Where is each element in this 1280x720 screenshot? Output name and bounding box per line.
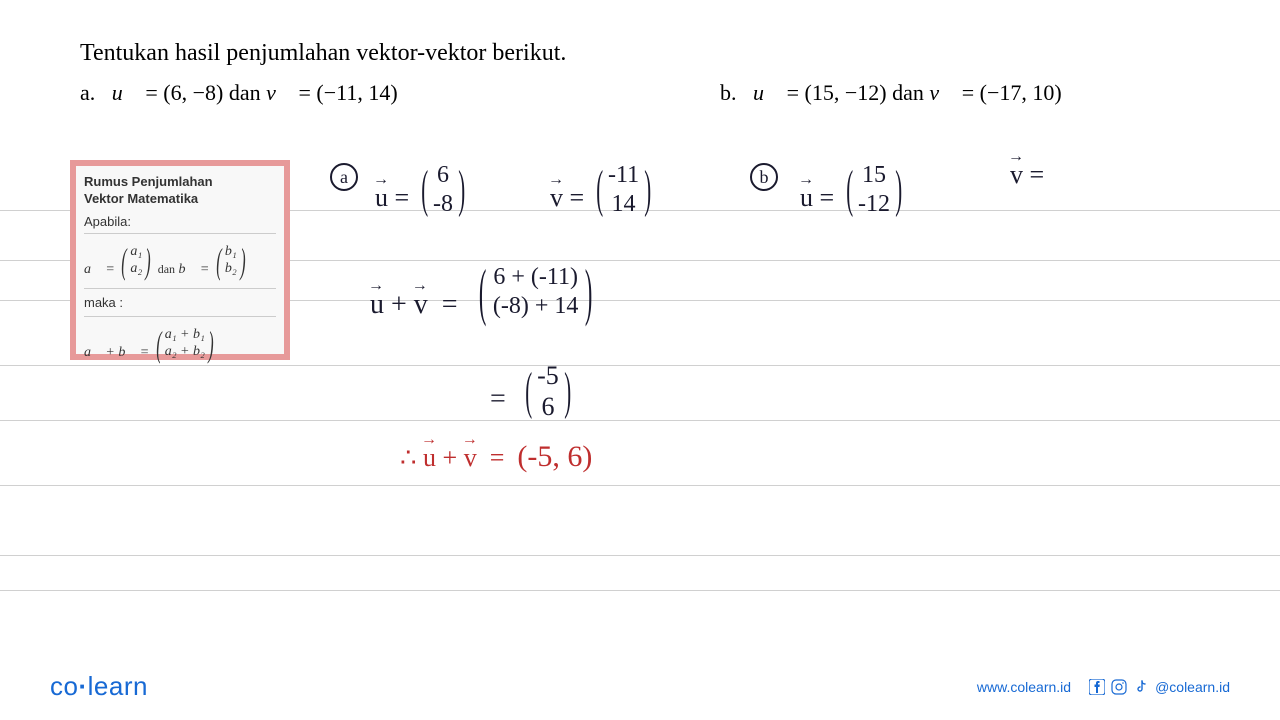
formula-sum: a⃗ + b⃗ = (a₁ + b₁a₂ + b₂) (84, 316, 276, 371)
hw-therefore-a: ∴ u→ + v→ = (-5, 6) (400, 440, 592, 474)
notebook-line (0, 420, 1280, 421)
notebook-line (0, 555, 1280, 556)
formula-box: Rumus Penjumlahan Vektor Matematika Apab… (70, 160, 290, 360)
social-icons: @colearn.id (1089, 679, 1230, 695)
logo: co·learn (50, 671, 148, 702)
footer-url: www.colearn.id (977, 679, 1071, 695)
hw-u-eq-b: u→ = (15-12) (800, 160, 907, 219)
problem-part-a: a. u⃗ = (6, −8) dan v⃗ = (−11, 14) (80, 80, 398, 106)
formula-vec-def: a⃗ = (a₁a₂) dan b⃗ = (b₁b₂) (84, 233, 276, 288)
formula-subtitle: Vektor Matematika (84, 191, 276, 206)
facebook-icon (1089, 679, 1105, 695)
part-b-label: b. (720, 80, 737, 105)
problem-part-b: b. u⃗ = (15, −12) dan v⃗ = (−17, 10) (720, 80, 1062, 106)
notebook-line (0, 485, 1280, 486)
problem-title: Tentukan hasil penjumlahan vektor-vektor… (80, 40, 566, 67)
formula-maka: maka : (84, 288, 276, 316)
tiktok-icon (1133, 679, 1149, 695)
formula-apabila: Apabila: (84, 214, 276, 229)
hw-v-eq-a: v→ = (-1114) (550, 160, 656, 219)
social-handle: @colearn.id (1155, 679, 1230, 695)
hw-result-matrix-a: = (-56) (490, 360, 576, 422)
hw-u-eq-a: u→ = (6-8) (375, 160, 470, 219)
notebook-line (0, 590, 1280, 591)
instagram-icon (1111, 679, 1127, 695)
hw-uv-sum-a: u→ + v→ = (6 + (-11)(-8) + 14) (370, 255, 600, 329)
hw-circle-a: a (330, 163, 358, 191)
hw-v-eq-b: v→ = (1010, 160, 1044, 190)
part-a-label: a. (80, 80, 95, 105)
formula-title: Rumus Penjumlahan (84, 174, 276, 189)
footer: co·learn www.colearn.id @colearn.id (0, 671, 1280, 702)
hw-circle-b: b (750, 163, 778, 191)
